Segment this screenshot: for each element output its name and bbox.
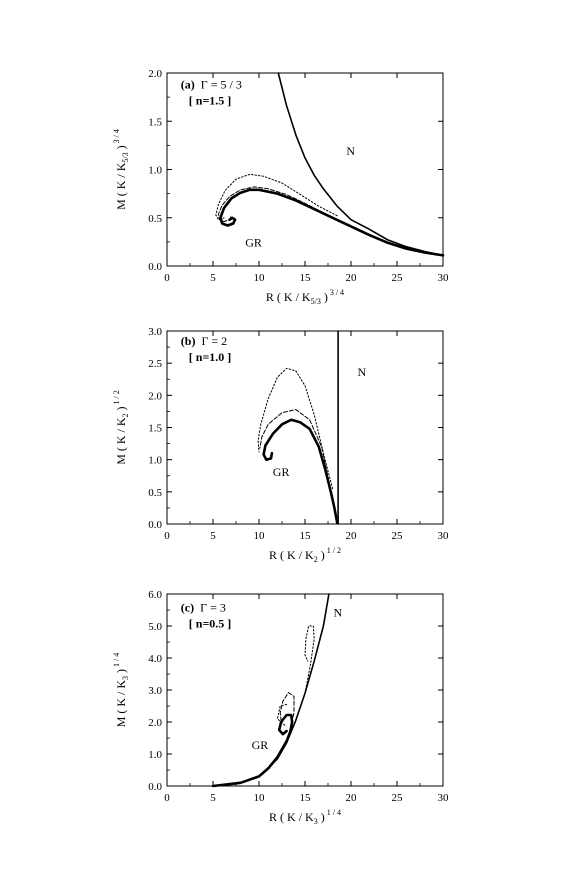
y-tick-label: 5.0 [148, 621, 162, 633]
panel-annotation-n: [ n=0.5 ] [189, 617, 232, 631]
y-tick-label: 2.0 [148, 68, 162, 80]
panel-0: 0 5 10 15 20 25 30 0.0 0.5 1.0 1.5 2.0 (a) Γ = 5 / 3 [… [112, 68, 449, 306]
x-tick-label: 0 [164, 272, 170, 284]
x-tick-label: 15 [300, 530, 312, 542]
label-gr: GR [252, 738, 269, 752]
x-tick-label: 5 [210, 530, 216, 542]
x-tick-label: 30 [438, 530, 450, 542]
y-tick-label: 1.0 [148, 749, 162, 761]
series-line-dashed [279, 692, 295, 736]
series-line-solid-thin [277, 72, 444, 257]
y-tick-label: 1.5 [148, 116, 162, 128]
panel-letter: (a) [181, 77, 195, 91]
label-gr: GR [245, 236, 262, 250]
x-tick-label: 25 [392, 530, 404, 542]
label-newtonian: N [357, 365, 366, 379]
x-axis-label: R ( K / K2 ) 1 / 2 [269, 546, 341, 564]
label-newtonian: N [334, 605, 343, 619]
series-line-solid-thick [262, 418, 339, 524]
y-axis-label: M ( K / K5/3 )3 / 4 [112, 129, 130, 210]
y-axis-label: M ( K / K3 )1 / 4 [112, 653, 130, 728]
panel-annotation-gamma: (b) Γ = 2 [181, 334, 227, 348]
y-tick-label: 3.0 [148, 685, 162, 697]
y-tick-label: 2.5 [148, 358, 162, 370]
gamma-value: Γ = 3 [200, 601, 226, 615]
x-tick-label: 10 [254, 272, 266, 284]
label-gr: GR [273, 465, 290, 479]
series-line-solid-thick [219, 188, 445, 257]
panel-1: 0 5 10 15 20 25 30 0.0 0.5 1.0 1.5 2.0 2.5 3.0 (b) Γ = … [112, 326, 449, 564]
x-tick-label: 15 [300, 272, 312, 284]
y-tick-label: 0.5 [148, 487, 162, 499]
panel-letter: (c) [181, 601, 194, 615]
y-tick-label: 2.0 [148, 717, 162, 729]
x-tick-label: 5 [210, 792, 216, 804]
x-tick-label: 0 [164, 792, 170, 804]
y-tick-label: 6.0 [148, 589, 162, 601]
label-newtonian: N [346, 144, 355, 158]
y-tick-label: 1.0 [148, 165, 162, 177]
y-tick-label: 0.0 [148, 261, 162, 273]
y-tick-label: 2.0 [148, 390, 162, 402]
x-tick-label: 5 [210, 272, 216, 284]
panel-2: 0 5 10 15 20 25 30 0.0 1.0 2.0 3.0 4.0 5.0 6.0 (c) Γ = … [112, 589, 449, 826]
y-axis-label: M ( K / K2 )1 / 2 [112, 390, 130, 465]
x-tick-label: 20 [346, 272, 358, 284]
x-tick-label: 30 [438, 792, 450, 804]
y-tick-label: 0.5 [148, 213, 162, 225]
x-tick-label: 20 [346, 530, 358, 542]
gamma-value: Γ = 2 [201, 334, 227, 348]
panel-annotation-n: [ n=1.0 ] [189, 350, 232, 364]
y-tick-label: 3.0 [148, 326, 162, 338]
x-axis-label: R ( K / K3 ) 1 / 4 [269, 808, 341, 826]
panel-annotation-gamma: (c) Γ = 3 [181, 601, 226, 615]
x-tick-label: 10 [254, 530, 266, 542]
panel-annotation-gamma: (a) Γ = 5 / 3 [181, 77, 242, 91]
series-line-dotted [215, 173, 338, 221]
x-tick-label: 10 [254, 792, 266, 804]
x-tick-label: 25 [392, 792, 404, 804]
x-tick-label: 0 [164, 530, 170, 542]
x-axis-label: R ( K / K5/3 ) 3 / 4 [266, 288, 344, 306]
y-tick-label: 0.0 [148, 781, 162, 793]
series-line-dashed [259, 409, 334, 499]
y-tick-label: 1.5 [148, 423, 162, 435]
panel-annotation-n: [ n=1.5 ] [189, 93, 232, 107]
gamma-value: Γ = 5 / 3 [201, 77, 242, 91]
y-tick-label: 1.0 [148, 455, 162, 467]
x-tick-label: 25 [392, 272, 404, 284]
series-line-dotted [257, 367, 334, 490]
y-tick-label: 4.0 [148, 653, 162, 665]
series-line-dashed [218, 186, 324, 223]
y-tick-label: 0.0 [148, 519, 162, 531]
series-line-dotted [304, 625, 315, 694]
x-tick-label: 20 [346, 792, 358, 804]
x-tick-label: 15 [300, 792, 312, 804]
panel-letter: (b) [181, 334, 196, 348]
x-tick-label: 30 [438, 272, 450, 284]
series-line-dotted [276, 703, 288, 726]
